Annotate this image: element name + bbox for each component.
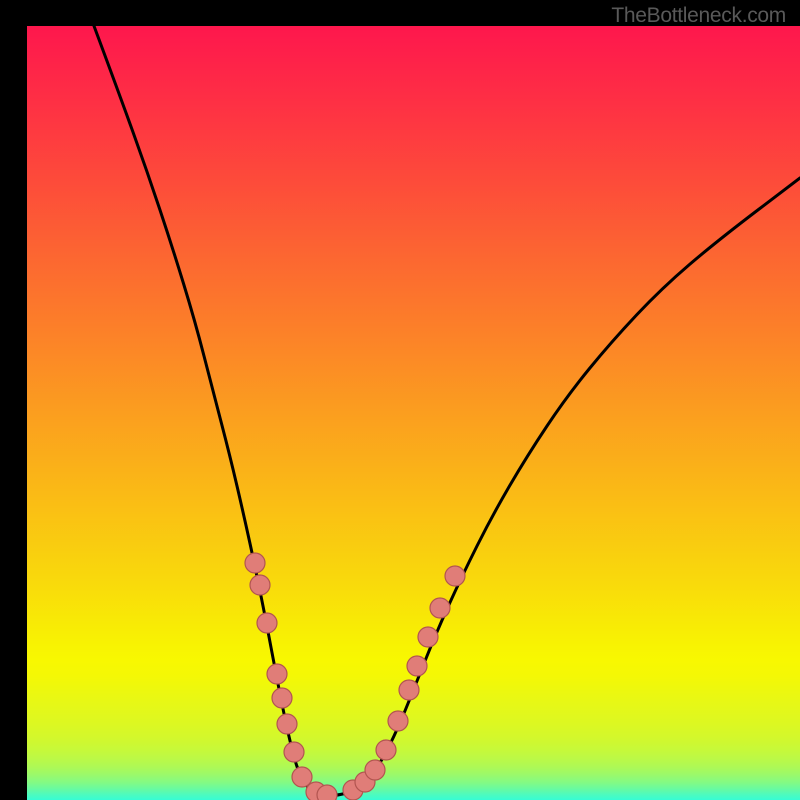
- data-marker: [292, 767, 312, 787]
- data-marker: [399, 680, 419, 700]
- data-marker: [365, 760, 385, 780]
- data-marker: [277, 714, 297, 734]
- data-marker: [257, 613, 277, 633]
- data-marker: [407, 656, 427, 676]
- plot-area: [27, 26, 800, 800]
- data-marker: [376, 740, 396, 760]
- data-marker: [388, 711, 408, 731]
- watermark-text: TheBottleneck.com: [611, 4, 786, 28]
- data-marker: [284, 742, 304, 762]
- chart-svg: [27, 26, 800, 800]
- data-marker: [445, 566, 465, 586]
- data-marker: [267, 664, 287, 684]
- data-marker: [245, 553, 265, 573]
- data-marker: [418, 627, 438, 647]
- data-marker: [272, 688, 292, 708]
- data-marker: [250, 575, 270, 595]
- data-marker: [317, 785, 337, 800]
- data-marker: [430, 598, 450, 618]
